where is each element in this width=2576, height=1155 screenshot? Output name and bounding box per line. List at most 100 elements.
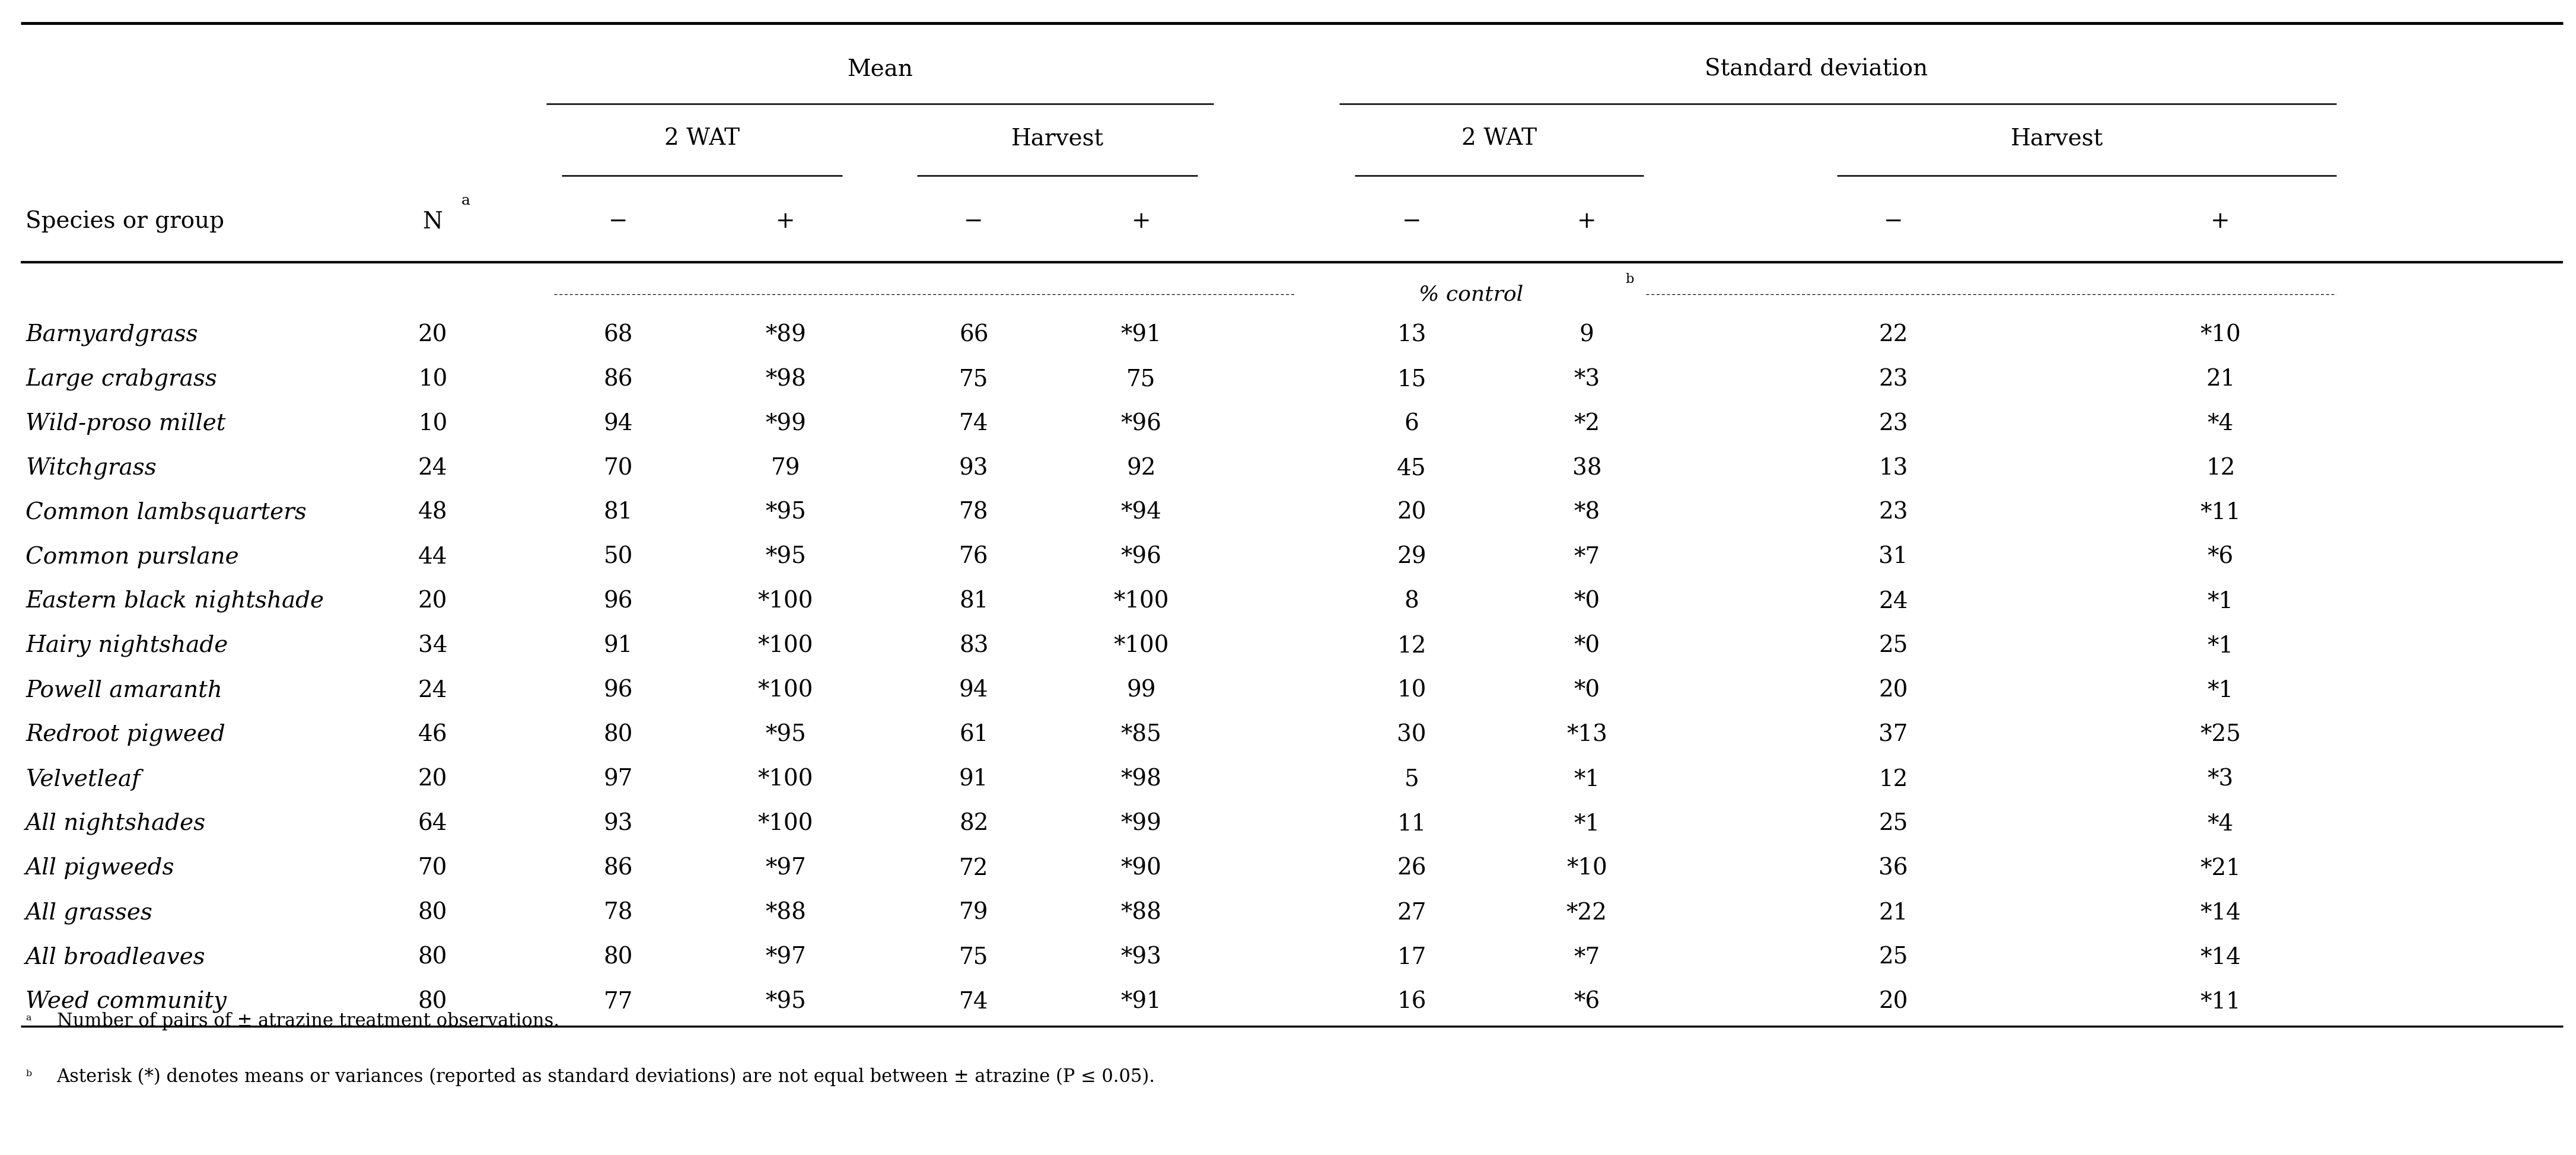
Text: 94: 94: [603, 412, 634, 435]
Text: b: b: [1625, 273, 1633, 286]
Text: *100: *100: [757, 768, 814, 791]
Text: *3: *3: [2208, 768, 2233, 791]
Text: *4: *4: [2208, 412, 2233, 435]
Text: 20: 20: [417, 768, 448, 791]
Text: 61: 61: [958, 724, 989, 746]
Text: 66: 66: [958, 323, 989, 346]
Text: 2 WAT: 2 WAT: [1461, 127, 1538, 150]
Text: 12: 12: [1396, 635, 1427, 657]
Text: 46: 46: [417, 724, 448, 746]
Text: *3: *3: [1574, 368, 1600, 390]
Text: 38: 38: [1571, 457, 1602, 479]
Text: All pigweeds: All pigweeds: [26, 857, 175, 880]
Text: *98: *98: [1121, 768, 1162, 791]
Text: *1: *1: [1574, 768, 1600, 791]
Text: 10: 10: [417, 368, 448, 390]
Text: *25: *25: [2200, 724, 2241, 746]
Text: *0: *0: [1574, 590, 1600, 613]
Text: *21: *21: [2200, 857, 2241, 880]
Text: *6: *6: [1574, 991, 1600, 1013]
Text: 75: 75: [958, 368, 989, 390]
Text: Barnyardgrass: Barnyardgrass: [26, 323, 198, 346]
Text: N: N: [422, 210, 443, 233]
Text: +: +: [1131, 210, 1151, 233]
Text: 25: 25: [1878, 635, 1909, 657]
Text: 79: 79: [770, 457, 801, 479]
Text: 92: 92: [1126, 457, 1157, 479]
Text: ᵃ: ᵃ: [26, 1014, 31, 1028]
Text: 86: 86: [603, 857, 634, 880]
Text: 77: 77: [603, 991, 634, 1013]
Text: *85: *85: [1121, 724, 1162, 746]
Text: 24: 24: [1878, 590, 1909, 613]
Text: Weed community: Weed community: [26, 991, 227, 1013]
Text: 83: 83: [958, 635, 989, 657]
Text: 12: 12: [1878, 768, 1909, 791]
Text: −: −: [608, 210, 629, 233]
Text: −: −: [963, 210, 984, 233]
Text: 97: 97: [603, 768, 634, 791]
Text: *97: *97: [765, 946, 806, 969]
Text: 86: 86: [603, 368, 634, 390]
Text: 11: 11: [1396, 813, 1427, 835]
Text: a: a: [461, 194, 469, 208]
Text: *6: *6: [2208, 546, 2233, 568]
Text: 26: 26: [1396, 857, 1427, 880]
Text: *95: *95: [765, 991, 806, 1013]
Text: 20: 20: [1878, 991, 1909, 1013]
Text: 94: 94: [958, 679, 989, 702]
Text: 15: 15: [1396, 368, 1427, 390]
Text: 80: 80: [417, 902, 448, 924]
Text: Standard deviation: Standard deviation: [1705, 58, 1927, 81]
Text: *88: *88: [1121, 902, 1162, 924]
Text: 27: 27: [1396, 902, 1427, 924]
Text: *95: *95: [765, 546, 806, 568]
Text: 82: 82: [958, 813, 989, 835]
Text: 23: 23: [1878, 368, 1909, 390]
Text: 91: 91: [603, 635, 634, 657]
Text: *14: *14: [2200, 902, 2241, 924]
Text: +: +: [775, 210, 796, 233]
Text: *7: *7: [1574, 546, 1600, 568]
Text: *1: *1: [2208, 590, 2233, 613]
Text: *100: *100: [757, 635, 814, 657]
Text: 20: 20: [1878, 679, 1909, 702]
Text: Witchgrass: Witchgrass: [26, 457, 157, 479]
Text: 25: 25: [1878, 813, 1909, 835]
Text: All grasses: All grasses: [26, 902, 152, 924]
Text: 13: 13: [1396, 323, 1427, 346]
Text: *2: *2: [1574, 412, 1600, 435]
Text: 24: 24: [417, 679, 448, 702]
Text: 68: 68: [603, 323, 634, 346]
Text: 24: 24: [417, 457, 448, 479]
Text: *95: *95: [765, 724, 806, 746]
Text: 70: 70: [417, 857, 448, 880]
Text: 76: 76: [958, 546, 989, 568]
Text: *0: *0: [1574, 679, 1600, 702]
Text: *100: *100: [757, 590, 814, 613]
Text: 75: 75: [958, 946, 989, 969]
Text: 45: 45: [1396, 457, 1427, 479]
Text: *1: *1: [2208, 635, 2233, 657]
Text: *100: *100: [757, 813, 814, 835]
Text: 80: 80: [417, 991, 448, 1013]
Text: Powell amaranth: Powell amaranth: [26, 679, 222, 702]
Text: 48: 48: [417, 501, 448, 524]
Text: Harvest: Harvest: [2012, 127, 2102, 150]
Text: *93: *93: [1121, 946, 1162, 969]
Text: 21: 21: [1878, 902, 1909, 924]
Text: 21: 21: [2205, 368, 2236, 390]
Text: +: +: [2210, 210, 2231, 233]
Text: 34: 34: [417, 635, 448, 657]
Text: 30: 30: [1396, 724, 1427, 746]
Text: Wild-proso millet: Wild-proso millet: [26, 412, 227, 435]
Text: 75: 75: [1126, 368, 1157, 390]
Text: 25: 25: [1878, 946, 1909, 969]
Text: 20: 20: [1396, 501, 1427, 524]
Text: 9: 9: [1579, 323, 1595, 346]
Text: *4: *4: [2208, 813, 2233, 835]
Text: 20: 20: [417, 590, 448, 613]
Text: Species or group: Species or group: [26, 210, 224, 233]
Text: 23: 23: [1878, 412, 1909, 435]
Text: −: −: [1883, 210, 1904, 233]
